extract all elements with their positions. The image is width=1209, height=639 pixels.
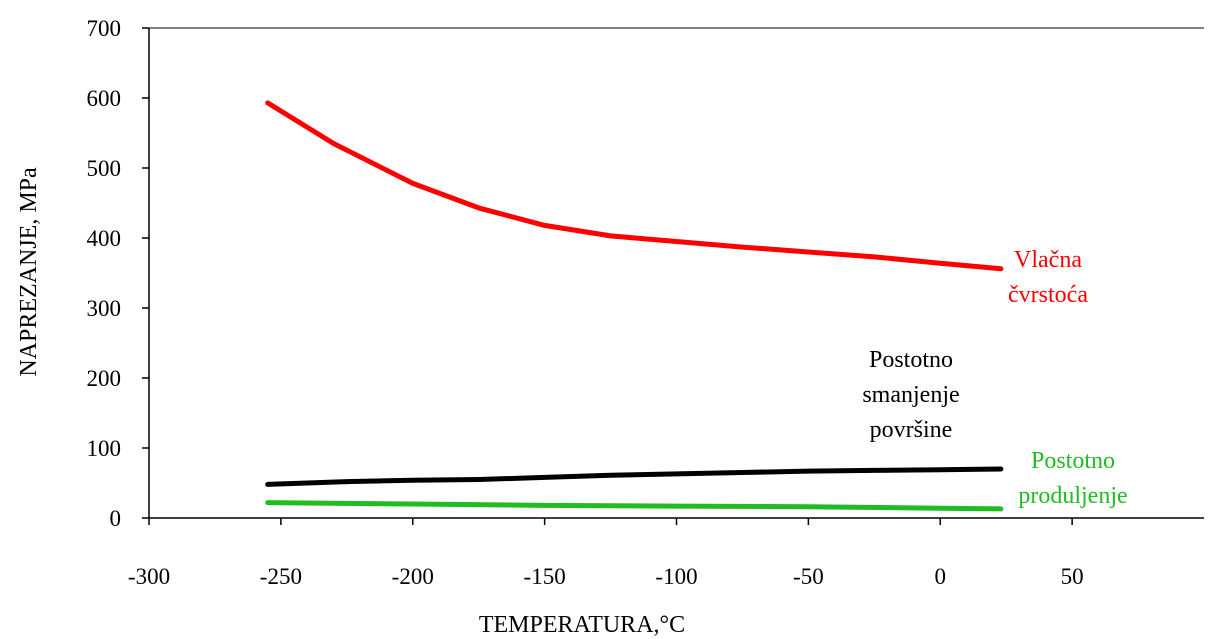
elongation-line — [265, 500, 1004, 512]
x-axis-ticks: -300 -250 -200 -150 -100 -50 0 50 — [128, 518, 1084, 589]
y-tick-label: 0 — [110, 506, 122, 531]
series-labels: Vlačna čvrstoća Postotno smanjenje površine P… — [862, 247, 1127, 509]
tensile-strength-label: Vlačna čvrstoća — [1008, 247, 1088, 308]
series-lines — [265, 100, 1004, 512]
x-axis-label: TEMPERATURA,°C — [479, 612, 685, 638]
x-tick-label: 0 — [935, 564, 947, 589]
x-tick-label: -50 — [793, 564, 824, 589]
tensile-strength-line — [265, 100, 1004, 272]
y-axis-ticks: 0 100 200 300 400 500 600 700 — [87, 16, 149, 531]
area-reduction-label: Postotno smanjenje površine — [862, 347, 959, 443]
plot-frame — [148, 27, 1204, 519]
y-tick-label: 100 — [87, 436, 122, 461]
x-tick-label: -200 — [392, 564, 434, 589]
y-tick-label: 300 — [87, 296, 122, 321]
x-tick-label: -300 — [128, 564, 170, 589]
y-tick-label: 700 — [87, 16, 122, 41]
x-tick-label: 50 — [1061, 564, 1084, 589]
y-axis-label: NAPREZANJE, MPa — [16, 167, 42, 377]
x-tick-label: -250 — [260, 564, 302, 589]
elongation-label: Postotno produljenje — [1018, 448, 1127, 509]
y-tick-label: 500 — [87, 156, 122, 181]
y-tick-label: 600 — [87, 86, 122, 111]
y-tick-label: 400 — [87, 226, 122, 251]
x-tick-label: -100 — [655, 564, 697, 589]
y-tick-label: 200 — [87, 366, 122, 391]
area-reduction-line — [265, 466, 1004, 487]
x-tick-label: -150 — [524, 564, 566, 589]
